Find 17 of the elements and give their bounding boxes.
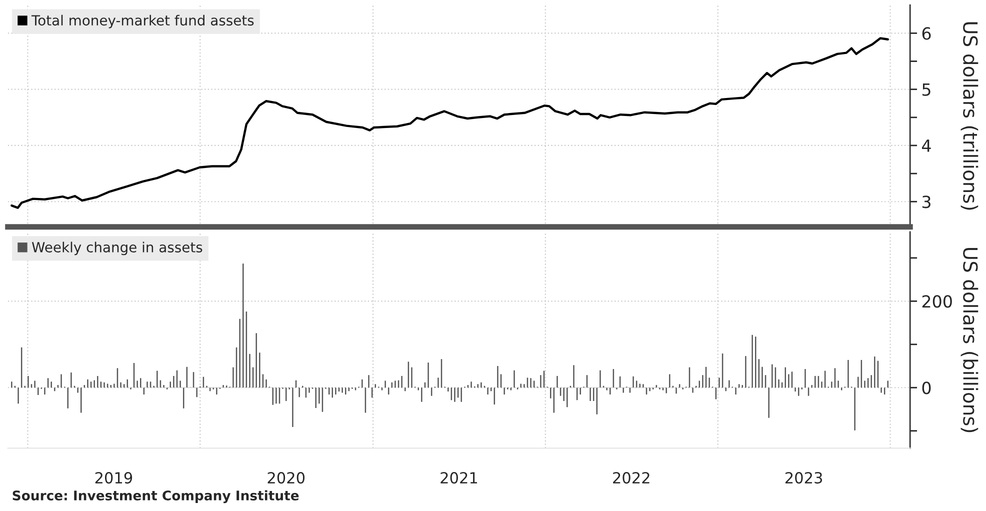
x-tick-label: 2023	[785, 472, 822, 484]
x-tick-label: 2022	[613, 472, 650, 484]
y-axis-title: US dollars (billions)	[960, 248, 978, 432]
y-axis-title: US dollars (trillions)	[960, 22, 978, 210]
y-tick-label: 3	[922, 196, 930, 208]
y-tick-label: 4	[922, 140, 931, 152]
x-tick-label: 2020	[268, 472, 305, 484]
x-tick-label: 2021	[440, 472, 478, 484]
y-tick-label: 6	[922, 27, 931, 40]
y-tick-label: 5	[922, 84, 930, 96]
legend-label: Total money-market fund assets	[31, 14, 254, 28]
y-tick-label: 200	[922, 295, 952, 308]
source-note: Source: Investment Company Institute	[12, 490, 299, 504]
line-series	[10, 37, 889, 209]
legend-label: Weekly change in assets	[32, 242, 202, 256]
x-tick-label: 2019	[95, 472, 132, 484]
y-tick-label: 0	[922, 382, 931, 394]
